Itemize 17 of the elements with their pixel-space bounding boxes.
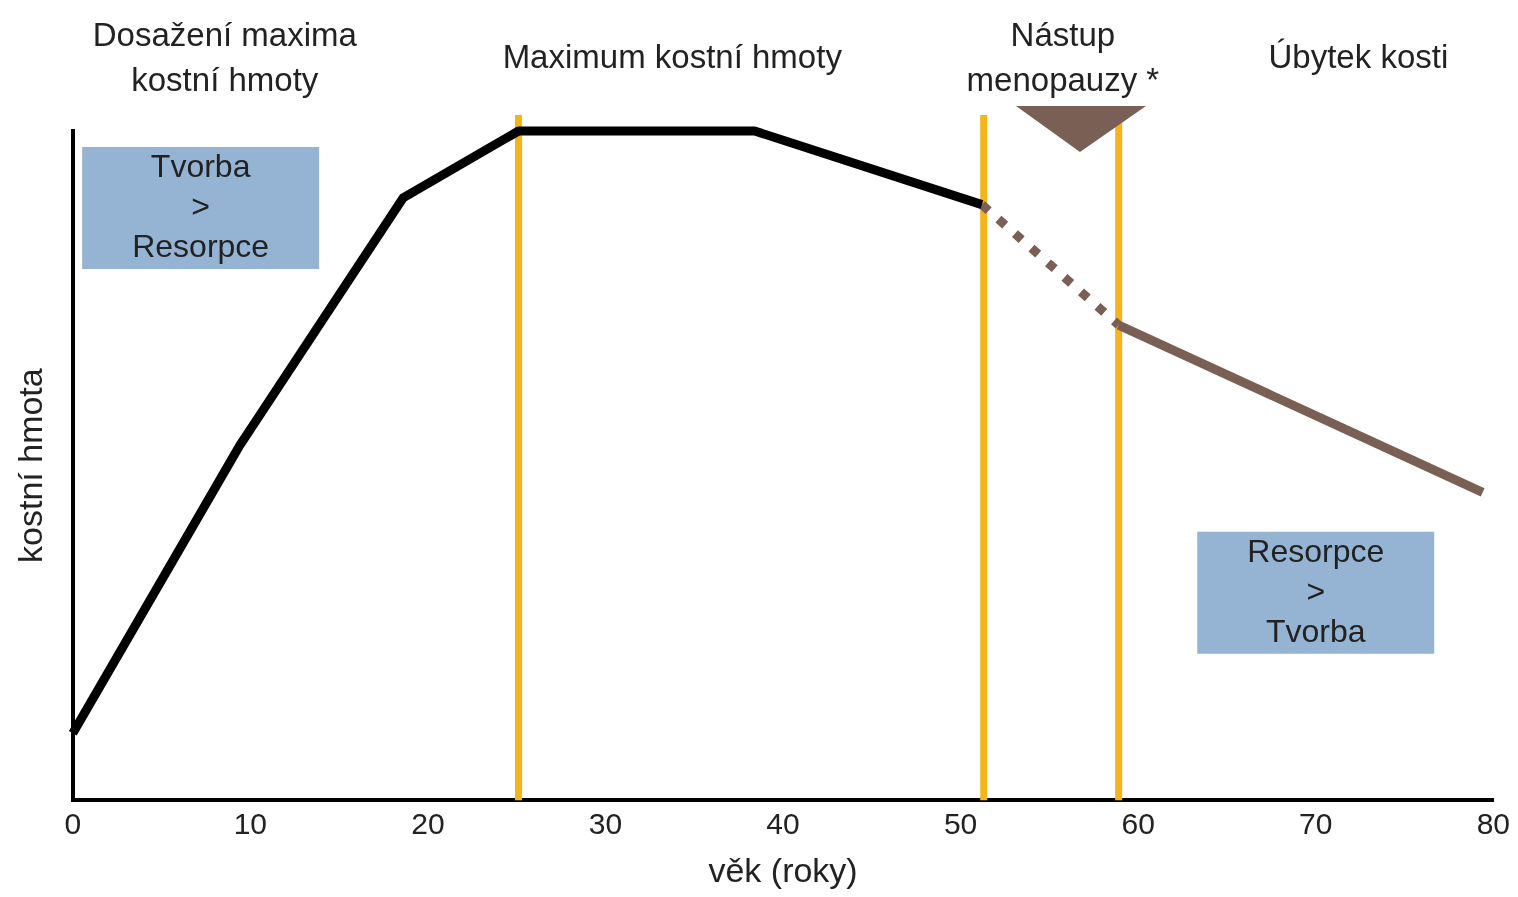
x-axis-title: věk (roky)	[708, 850, 858, 889]
x-tick-label: 30	[588, 807, 623, 841]
text: Maximum kostní hmoty	[502, 38, 843, 76]
text: Úbytek kosti	[1268, 38, 1449, 76]
x-tick-label: 10	[233, 807, 268, 841]
x-tick-label: 0	[64, 807, 82, 841]
annotation: Tvorba > Resorpce	[132, 147, 270, 264]
x-tick-label: 50	[943, 807, 978, 841]
text: Dosažení maxima kostní hmoty	[92, 15, 358, 98]
x-tick-label: 70	[1299, 807, 1333, 841]
x-tick-label: 60	[1121, 807, 1155, 841]
annotation: Resorpce > Tvorba	[1247, 532, 1385, 649]
y-axis-title: kostní hmota	[10, 368, 49, 563]
x-tick-label: 20	[411, 807, 445, 841]
x-tick-label: 80	[1476, 807, 1510, 841]
text: Nástup menopauzy *	[966, 15, 1160, 98]
x-tick-label: 40	[766, 807, 800, 841]
